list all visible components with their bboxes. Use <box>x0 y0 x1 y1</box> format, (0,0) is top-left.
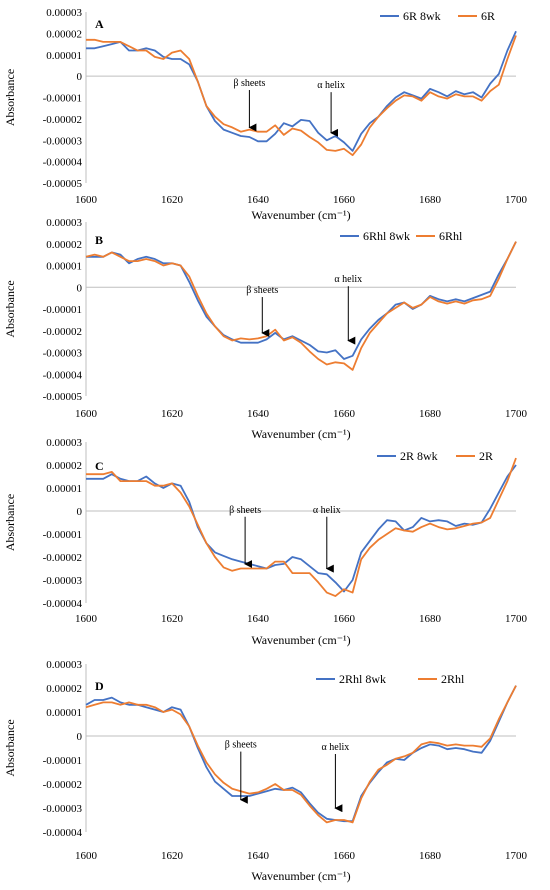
y-tick-label: -0.00004 <box>43 157 83 169</box>
series-line-2 <box>86 35 517 157</box>
y-tick-label: -0.00001 <box>43 304 82 316</box>
y-tick-label: -0.00002 <box>43 326 82 338</box>
x-tick-label: 1620 <box>161 408 184 420</box>
x-tick-label: 1620 <box>161 194 184 206</box>
panel-d: 0.00003 0.00002 0.00001 0 -0.00001 -0.00002 -0… <box>3 659 528 883</box>
x-tick-label: 1700 <box>505 850 528 862</box>
y-tick-label: 0.00003 <box>46 659 82 671</box>
legend-label: 6Rhl 8wk <box>363 229 410 243</box>
annotation-label: α helix <box>317 80 345 91</box>
y-tick-label: 0.00003 <box>46 217 82 229</box>
y-tick-label: -0.00002 <box>43 114 82 126</box>
y-tick-label: -0.00001 <box>43 529 82 541</box>
series-line-2 <box>86 457 517 597</box>
x-tick-label: 1620 <box>161 613 184 625</box>
x-axis-title: Wavenumber (cm⁻¹) <box>251 208 350 222</box>
x-tick-label: 1700 <box>505 408 528 420</box>
y-tick-label: 0.00002 <box>46 460 82 472</box>
y-tick-label: 0.00001 <box>46 261 82 273</box>
y-tick-label: 0.00001 <box>46 50 82 62</box>
legend-label: 2R <box>479 449 493 463</box>
y-tick-label: -0.00005 <box>43 391 83 403</box>
panel-letter: A <box>95 17 104 31</box>
series-line-1 <box>86 241 517 360</box>
annotation-label: β sheets <box>246 285 278 296</box>
y-tick-label: -0.00003 <box>43 348 83 360</box>
annotation-label: β sheets <box>229 505 261 516</box>
x-tick-label: 1600 <box>75 613 98 625</box>
panel-letter: C <box>95 459 104 473</box>
series-line-2 <box>85 685 517 824</box>
y-tick-label: -0.00003 <box>43 803 83 815</box>
y-tick-label: 0.00002 <box>46 683 82 695</box>
panel-b: 0.00003 0.00002 0.00001 0 -0.00001 -0.00002 -0… <box>3 217 528 441</box>
legend-label: 6R <box>481 9 495 23</box>
panel-c: 0.00003 0.00002 0.00001 0 -0.00001 -0.00002 -0… <box>3 437 528 647</box>
y-tick-label: 0 <box>77 506 83 518</box>
series-line-2 <box>85 241 517 371</box>
y-tick-label: 0.00002 <box>46 28 82 40</box>
x-tick-label: 1640 <box>247 850 270 862</box>
x-tick-label: 1680 <box>419 850 442 862</box>
x-tick-label: 1660 <box>333 613 356 625</box>
y-tick-label: 0.00002 <box>46 239 82 251</box>
y-tick-label: 0 <box>77 282 83 294</box>
y-tick-label: -0.00002 <box>43 779 82 791</box>
y-tick-label: 0.00003 <box>46 7 82 19</box>
x-tick-label: 1600 <box>75 408 98 420</box>
y-tick-label: -0.00005 <box>43 178 83 190</box>
y-axis-title: Absorbance <box>3 494 17 551</box>
y-tick-label: 0.00001 <box>46 707 82 719</box>
x-tick-label: 1660 <box>333 850 356 862</box>
annotation-label: α helix <box>322 742 350 753</box>
y-tick-label: 0 <box>77 731 83 743</box>
y-tick-label: 0 <box>77 71 83 83</box>
y-tick-label: 0.00003 <box>46 437 82 449</box>
x-axis-title: Wavenumber (cm⁻¹) <box>251 427 350 441</box>
panel-letter: D <box>95 679 104 693</box>
annotation-label: α helix <box>334 274 362 285</box>
x-tick-label: 1640 <box>247 194 270 206</box>
legend-label: 6Rhl <box>439 229 463 243</box>
legend-label: 2Rhl <box>441 672 465 686</box>
y-axis-title: Absorbance <box>3 69 17 126</box>
x-tick-label: 1600 <box>75 194 98 206</box>
x-axis-title: Wavenumber (cm⁻¹) <box>251 869 350 883</box>
x-tick-label: 1640 <box>247 408 270 420</box>
y-tick-label: -0.00003 <box>43 135 83 147</box>
x-tick-label: 1680 <box>419 408 442 420</box>
y-tick-label: -0.00003 <box>43 575 83 587</box>
y-tick-label: -0.00004 <box>43 598 83 610</box>
x-tick-label: 1680 <box>419 194 442 206</box>
x-tick-label: 1700 <box>505 613 528 625</box>
x-tick-label: 1700 <box>505 194 528 206</box>
legend-label: 2Rhl 8wk <box>339 672 386 686</box>
x-tick-label: 1660 <box>333 408 356 420</box>
y-tick-label: 0.00001 <box>46 483 82 495</box>
legend-label: 6R 8wk <box>403 9 441 23</box>
series-line-1 <box>85 685 517 823</box>
legend-label: 2R 8wk <box>400 449 438 463</box>
x-axis-title: Wavenumber (cm⁻¹) <box>251 633 350 647</box>
y-tick-label: -0.00001 <box>43 755 82 767</box>
y-tick-label: -0.00004 <box>43 827 83 839</box>
x-tick-label: 1680 <box>419 613 442 625</box>
panel-letter: B <box>95 233 103 247</box>
y-axis-title: Absorbance <box>3 280 17 337</box>
x-tick-label: 1620 <box>161 850 184 862</box>
y-tick-label: -0.00002 <box>43 552 82 564</box>
y-axis-title: Absorbance <box>3 719 17 776</box>
x-tick-label: 1660 <box>333 194 356 206</box>
x-tick-label: 1600 <box>75 850 98 862</box>
y-tick-label: -0.00004 <box>43 369 83 381</box>
annotation-label: β sheets <box>233 78 265 89</box>
series-line-1 <box>86 30 517 152</box>
x-tick-label: 1640 <box>247 613 270 625</box>
panel-a: 0.00003 0.00002 0.00001 0 -0.00001 -0.00002 -0… <box>3 7 528 222</box>
y-tick-label: -0.00001 <box>43 93 82 105</box>
annotation-label: α helix <box>313 505 341 516</box>
annotation-label: β sheets <box>225 740 257 751</box>
